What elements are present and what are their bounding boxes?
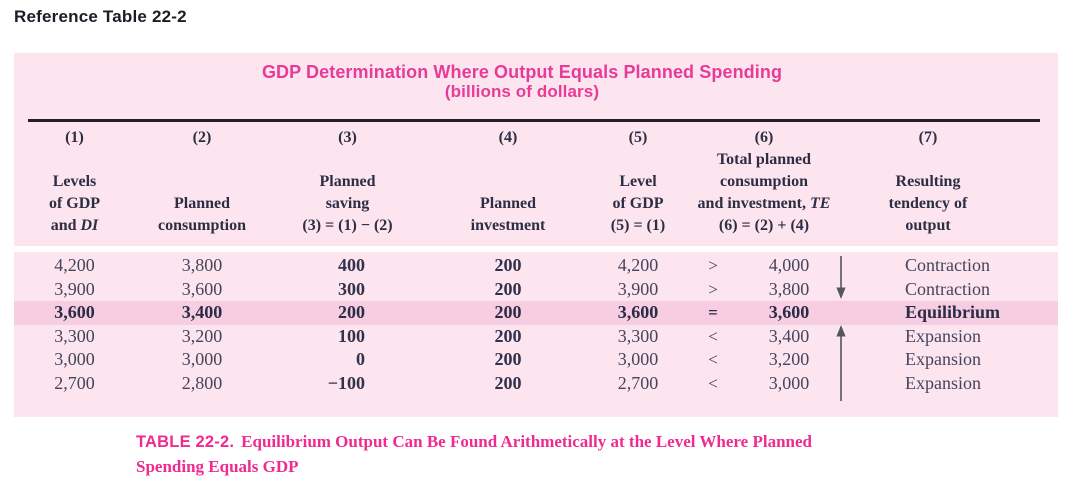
column-number-4: (4): [498, 129, 518, 146]
cell-planned-consumption: 3,200: [181, 325, 223, 346]
cell-gdp-level: 2,700: [617, 372, 659, 393]
table-title-line2: (billions of dollars): [444, 82, 600, 101]
cell-tendency: Expansion: [905, 372, 981, 393]
cell-gdp-level: 3,600: [617, 302, 659, 322]
cell-tendency: Contraction: [905, 255, 990, 275]
cell-gdp-di: 3,900: [54, 278, 95, 299]
table-title-line1: GDP Determination Where Output Equals Pl…: [261, 62, 783, 82]
column-label-2: Planned consumption: [157, 195, 247, 234]
cell-tendency: Contraction: [905, 278, 990, 299]
cell-planned-investment: 200: [494, 255, 522, 275]
table-body: 4,200 3,800 400 200 4,200 > 4,000 Contra…: [14, 252, 1058, 417]
column-header-6: (6) Total planned consumption and invest…: [686, 127, 842, 237]
column-header-7: (7) Resulting tendency of output: [842, 127, 1058, 237]
cell-planned-saving: 300: [338, 278, 365, 299]
cell-gdp-di: 4,200: [54, 255, 95, 275]
expansion-up-arrow-icon: [836, 325, 846, 401]
table-row: 2,700 2,800 −100 200 2,700 < 3,000 Expan…: [14, 372, 1058, 396]
column-number-2: (2): [192, 129, 212, 146]
table-header-section: GDP Determination Where Output Equals Pl…: [14, 53, 1058, 246]
table-title: GDP Determination Where Output Equals Pl…: [14, 62, 1030, 102]
cell-gdp-di: 2,700: [54, 372, 95, 393]
cell-tendency: Equilibrium: [905, 302, 1001, 322]
cell-gdp-level: 3,300: [617, 325, 659, 346]
cell-gdp-di: 3,600: [54, 302, 95, 322]
cell-relation-symbol: >: [708, 256, 718, 275]
cell-relation-symbol: >: [708, 279, 718, 299]
cell-planned-consumption: 3,600: [181, 278, 223, 299]
cell-planned-saving: −100: [327, 372, 365, 393]
cell-relation-symbol: <: [708, 326, 718, 346]
cell-total-spending: 3,800: [768, 278, 810, 299]
column-headers: (1) Levels of GDP and DI (2) Planned con…: [14, 122, 1058, 246]
cell-total-spending: 3,600: [768, 302, 810, 322]
column-label-5: Level of GDP (5) = (1): [610, 173, 666, 234]
cell-planned-consumption: 3,000: [181, 349, 223, 369]
column-header-5: (5) Level of GDP (5) = (1): [590, 127, 686, 237]
cell-planned-saving: 100: [338, 325, 365, 346]
column-number-1: (1): [65, 129, 84, 146]
cell-planned-saving: 400: [338, 255, 365, 275]
page-title: Reference Table 22-2: [14, 7, 187, 26]
column-header-1: (1) Levels of GDP and DI: [14, 127, 135, 237]
cell-gdp-level: 4,200: [617, 255, 659, 275]
cell-planned-saving: 200: [338, 302, 365, 322]
cell-planned-consumption: 3,800: [181, 255, 223, 275]
table-caption: TABLE 22-2. Equilibrium Output Can Be Fou…: [136, 430, 876, 478]
cell-gdp-level: 3,000: [617, 349, 659, 369]
column-label-3: Planned saving (3) = (1) − (2): [302, 173, 393, 234]
table-row: 3,300 3,200 100 200 3,300 < 3,400 Expans…: [14, 325, 1058, 349]
contraction-down-arrow-icon: [836, 256, 846, 299]
cell-planned-investment: 200: [494, 325, 522, 346]
column-label-7: Resulting tendency of output: [888, 173, 968, 234]
table-row: 4,200 3,800 400 200 4,200 > 4,000 Contra…: [14, 254, 1058, 278]
cell-gdp-di: 3,000: [54, 349, 95, 369]
header-rule: [28, 119, 1040, 122]
column-number-3: (3): [338, 129, 357, 146]
cell-total-spending: 3,200: [768, 349, 810, 369]
column-label-1: Levels of GDP and DI: [48, 173, 101, 234]
column-header-4: (4) Planned investment: [426, 127, 590, 237]
cell-relation-symbol: <: [708, 350, 718, 369]
reference-table: GDP Determination Where Output Equals Pl…: [14, 53, 1058, 417]
cell-planned-investment: 200: [494, 372, 522, 393]
caption-text-line2: Spending Equals GDP: [136, 456, 299, 476]
cell-planned-investment: 200: [494, 278, 522, 299]
caption-label: TABLE 22-2.: [136, 433, 235, 451]
cell-planned-investment: 200: [494, 349, 522, 369]
cell-relation-symbol: <: [708, 373, 718, 393]
column-number-6: (6): [754, 129, 774, 146]
cell-planned-saving: 0: [356, 349, 365, 369]
cell-gdp-level: 3,900: [617, 278, 659, 299]
table-row: 3,900 3,600 300 200 3,900 > 3,800 Contra…: [14, 278, 1058, 302]
table-row-equilibrium-highlighted: 3,600 3,400 200 200 3,600 = 3,600 Equili…: [14, 301, 1058, 325]
column-number-7: (7): [918, 129, 938, 146]
column-header-2: (2) Planned consumption: [135, 127, 269, 237]
caption-text-line1: Equilibrium Output Can Be Found Arithmet…: [241, 432, 812, 451]
cell-relation-symbol: =: [708, 303, 718, 322]
column-number-5: (5): [628, 129, 648, 146]
column-header-3: (3) Planned saving (3) = (1) − (2): [269, 127, 426, 237]
column-label-4: Planned investment: [470, 195, 546, 234]
cell-total-spending: 4,000: [768, 255, 810, 275]
cell-tendency: Expansion: [905, 349, 981, 369]
cell-total-spending: 3,000: [768, 372, 810, 393]
table-row: 3,000 3,000 0 200 3,000 < 3,200 Expansio…: [14, 348, 1058, 372]
cell-arrow-slot: [838, 301, 872, 325]
cell-total-spending: 3,400: [768, 325, 810, 346]
cell-gdp-di: 3,300: [54, 325, 95, 346]
column-label-6: Total planned consumption and investment…: [697, 151, 831, 234]
cell-planned-consumption: 2,800: [181, 372, 223, 393]
cell-tendency: Expansion: [905, 325, 981, 346]
cell-planned-investment: 200: [494, 302, 522, 322]
cell-planned-consumption: 3,400: [181, 302, 223, 322]
